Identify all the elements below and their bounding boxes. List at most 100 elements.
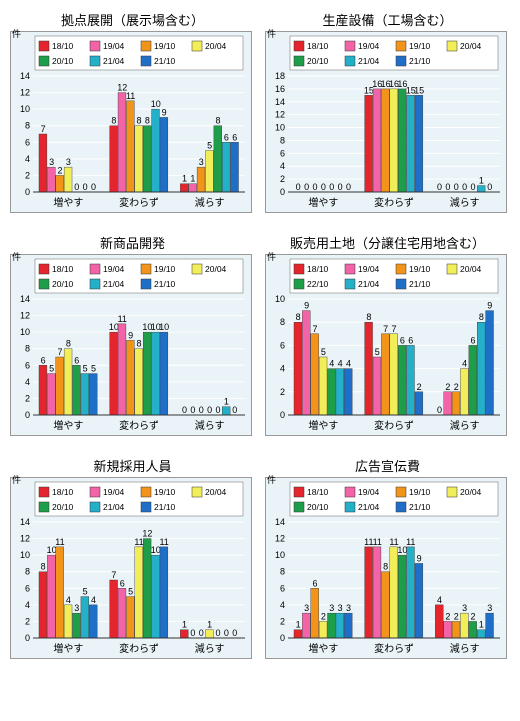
legend-label: 19/10 bbox=[409, 41, 431, 51]
bar-value: 4 bbox=[338, 359, 343, 369]
plot-wrap: 件024681012141362333増やす111181110119変わらず42… bbox=[265, 477, 510, 659]
bar-value: 4 bbox=[437, 595, 442, 605]
bar-value: 11 bbox=[55, 537, 64, 547]
legend-swatch bbox=[345, 264, 355, 274]
bar-value: 0 bbox=[91, 182, 96, 192]
legend-label: 20/10 bbox=[307, 56, 329, 66]
legend-label: 19/04 bbox=[358, 264, 380, 274]
plot-svg: 024681012147323000増やす8121188109変わらず11358… bbox=[10, 31, 252, 213]
svg-text:8: 8 bbox=[280, 567, 285, 577]
bar-value: 1 bbox=[479, 620, 484, 630]
svg-text:8: 8 bbox=[25, 121, 30, 131]
bar bbox=[143, 126, 151, 192]
legend-swatch bbox=[396, 487, 406, 497]
legend-label: 20/10 bbox=[52, 279, 74, 289]
bar-value: 7 bbox=[111, 570, 116, 580]
bar bbox=[294, 322, 302, 415]
bar bbox=[143, 332, 151, 415]
charts-grid: 拠点展開（展示場含む）件024681012147323000増やす8121188… bbox=[10, 10, 510, 659]
bar-value: 0 bbox=[462, 182, 467, 192]
bar bbox=[328, 369, 336, 415]
bar-value: 4 bbox=[462, 359, 467, 369]
bar-value: 0 bbox=[487, 182, 492, 192]
bar-value: 6 bbox=[41, 355, 46, 365]
bar bbox=[118, 324, 126, 415]
bar bbox=[381, 89, 389, 192]
svg-text:8: 8 bbox=[280, 317, 285, 327]
bar-value: 0 bbox=[471, 182, 476, 192]
bar bbox=[64, 349, 72, 415]
bar bbox=[160, 332, 168, 415]
svg-text:2: 2 bbox=[25, 393, 30, 403]
bar-value: 12 bbox=[142, 529, 152, 539]
bar-value: 5 bbox=[207, 141, 212, 151]
bar-value: 8 bbox=[41, 562, 46, 572]
bar bbox=[444, 392, 452, 415]
bar bbox=[319, 357, 327, 415]
bar bbox=[486, 311, 494, 415]
legend-label: 19/04 bbox=[103, 487, 125, 497]
svg-text:6: 6 bbox=[280, 583, 285, 593]
legend-label: 20/10 bbox=[307, 502, 329, 512]
bar-value: 3 bbox=[199, 157, 204, 167]
bar bbox=[435, 605, 443, 638]
bar bbox=[381, 334, 389, 415]
legend-swatch bbox=[90, 41, 100, 51]
svg-text:12: 12 bbox=[275, 534, 285, 544]
svg-text:2: 2 bbox=[280, 387, 285, 397]
svg-text:12: 12 bbox=[275, 110, 285, 120]
bar-value: 6 bbox=[408, 335, 413, 345]
category-label: 増やす bbox=[53, 642, 83, 655]
legend-swatch bbox=[141, 279, 151, 289]
bar bbox=[381, 572, 389, 638]
bar-value: 8 bbox=[383, 562, 388, 572]
bar-value: 0 bbox=[304, 182, 309, 192]
bar-value: 6 bbox=[232, 132, 237, 142]
bar-value: 11 bbox=[373, 537, 382, 547]
bar bbox=[469, 345, 477, 415]
bar bbox=[231, 142, 239, 192]
bar-value: 5 bbox=[321, 347, 326, 357]
bar-value: 4 bbox=[329, 359, 334, 369]
svg-text:0: 0 bbox=[280, 187, 285, 197]
bar-value: 0 bbox=[224, 628, 229, 638]
bar-value: 3 bbox=[338, 603, 343, 613]
legend-label: 21/10 bbox=[154, 56, 176, 66]
category-label: 増やす bbox=[308, 196, 338, 209]
bar-value: 3 bbox=[304, 603, 309, 613]
legend-label: 22/10 bbox=[307, 279, 329, 289]
bar bbox=[319, 621, 327, 638]
svg-text:0: 0 bbox=[25, 410, 30, 420]
bar bbox=[56, 357, 64, 415]
legend-label: 20/04 bbox=[205, 264, 227, 274]
bar bbox=[373, 357, 381, 415]
category-label: 変わらず bbox=[374, 642, 414, 655]
svg-text:10: 10 bbox=[20, 104, 30, 114]
bar bbox=[407, 547, 415, 638]
bar-value: 0 bbox=[190, 405, 195, 415]
bar-value: 3 bbox=[329, 603, 334, 613]
bar-value: 2 bbox=[445, 382, 450, 392]
bar-value: 3 bbox=[74, 603, 79, 613]
legend-swatch bbox=[294, 279, 304, 289]
bar-value: 8 bbox=[145, 116, 150, 126]
legend-label: 21/10 bbox=[409, 279, 431, 289]
legend-label: 19/04 bbox=[358, 487, 380, 497]
bar-value: 5 bbox=[83, 587, 88, 597]
bar-value: 0 bbox=[321, 182, 326, 192]
bar-value: 10 bbox=[159, 322, 169, 332]
svg-text:6: 6 bbox=[25, 137, 30, 147]
legend-label: 19/10 bbox=[154, 41, 176, 51]
chart-title: 販売用土地（分譲住宅用地含む） bbox=[265, 233, 510, 252]
bar-value: 8 bbox=[366, 312, 371, 322]
svg-text:10: 10 bbox=[275, 550, 285, 560]
bar bbox=[365, 322, 373, 415]
legend-swatch bbox=[141, 56, 151, 66]
legend-label: 20/04 bbox=[205, 487, 227, 497]
bar-value: 11 bbox=[118, 314, 127, 324]
category-label: 変わらず bbox=[374, 196, 414, 209]
legend-swatch bbox=[447, 41, 457, 51]
legend-label: 20/10 bbox=[52, 502, 74, 512]
legend-label: 19/10 bbox=[409, 487, 431, 497]
bar bbox=[64, 167, 72, 192]
